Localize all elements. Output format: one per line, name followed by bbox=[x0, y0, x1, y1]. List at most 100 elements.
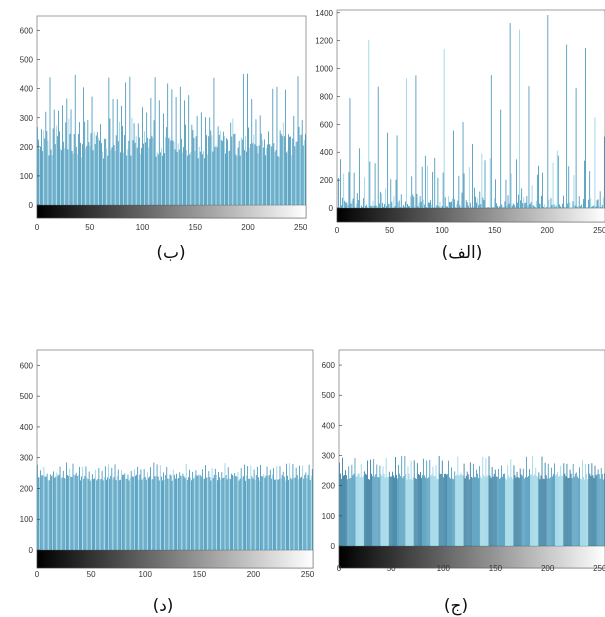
histogram-bar bbox=[419, 474, 420, 546]
histogram-bar bbox=[158, 100, 160, 205]
histogram-bar bbox=[307, 475, 309, 550]
histogram-bar bbox=[253, 469, 255, 550]
histogram-bar bbox=[412, 194, 414, 208]
histogram-bar bbox=[443, 473, 445, 546]
histogram-bar bbox=[340, 473, 341, 546]
histogram-bar bbox=[269, 469, 271, 550]
histogram-bar bbox=[242, 73, 244, 205]
histogram-bar bbox=[222, 478, 224, 550]
histogram-bar bbox=[446, 206, 448, 208]
histogram-bar bbox=[95, 135, 97, 205]
histogram-bar bbox=[428, 202, 429, 208]
histogram-bar bbox=[62, 470, 64, 550]
histogram-bar bbox=[160, 147, 162, 205]
histogram-bar bbox=[240, 468, 242, 550]
histogram-bar bbox=[204, 158, 205, 205]
histogram-bar bbox=[500, 477, 501, 546]
x-tick-label: 0 bbox=[35, 223, 40, 232]
histogram-bar bbox=[595, 206, 597, 208]
histogram-bar bbox=[523, 197, 525, 208]
histogram-bar bbox=[391, 471, 393, 546]
histogram-bar bbox=[442, 172, 444, 208]
histogram-bar bbox=[90, 133, 92, 205]
histogram-bar bbox=[556, 150, 558, 208]
histogram-bar bbox=[575, 472, 577, 546]
histogram-bar bbox=[564, 207, 565, 208]
histogram-bar bbox=[173, 141, 175, 205]
histogram-bar bbox=[339, 462, 340, 546]
histogram-bar bbox=[94, 478, 95, 550]
histogram-bar bbox=[517, 477, 519, 546]
histogram-bar bbox=[555, 205, 557, 208]
histogram-bar bbox=[533, 206, 535, 208]
histogram-bar bbox=[205, 465, 206, 550]
histogram-bar bbox=[585, 47, 586, 208]
histogram-bar bbox=[224, 463, 226, 550]
histogram-bar bbox=[169, 137, 171, 205]
histogram-bar bbox=[591, 463, 593, 546]
histogram-bar bbox=[372, 200, 374, 208]
histogram-bar bbox=[519, 29, 520, 209]
histogram-bar bbox=[479, 191, 481, 208]
histogram-bar bbox=[382, 466, 384, 546]
histogram-bar bbox=[291, 479, 293, 550]
histogram-bar bbox=[339, 207, 340, 208]
histogram-bar bbox=[583, 476, 584, 546]
histogram-bar bbox=[227, 139, 228, 205]
histogram-bar bbox=[183, 476, 185, 550]
x-tick-label: 150 bbox=[189, 223, 203, 232]
histogram-bar bbox=[521, 188, 523, 208]
histogram-bar bbox=[371, 473, 372, 546]
histogram-bar bbox=[61, 477, 63, 550]
histogram-bar bbox=[559, 475, 561, 546]
histogram-bar bbox=[523, 478, 525, 546]
histogram-bar bbox=[474, 187, 475, 208]
histogram-bar bbox=[93, 131, 95, 205]
histogram-bar bbox=[277, 156, 279, 205]
histogram-bar bbox=[240, 137, 242, 205]
histogram-bar bbox=[478, 204, 480, 208]
histogram-bar bbox=[601, 204, 603, 208]
histogram-bar bbox=[144, 477, 146, 550]
histogram-bar bbox=[137, 466, 139, 550]
histogram-bar bbox=[136, 474, 137, 550]
histogram-bar bbox=[514, 475, 516, 546]
histogram-bar bbox=[199, 475, 201, 550]
histogram-bar bbox=[362, 476, 364, 546]
histogram-bar bbox=[441, 460, 443, 546]
histogram-bar bbox=[166, 127, 168, 205]
histogram-bar bbox=[347, 204, 349, 208]
histogram-bar bbox=[245, 135, 246, 205]
histogram-bar bbox=[171, 89, 173, 205]
histogram-bar bbox=[248, 127, 249, 205]
histogram-bar bbox=[219, 477, 221, 550]
histogram-bar bbox=[555, 475, 556, 546]
histogram-bar bbox=[427, 165, 428, 208]
histogram-bar bbox=[235, 154, 237, 205]
histogram-bar bbox=[573, 175, 575, 208]
histogram-bar bbox=[238, 140, 240, 205]
histogram-bar bbox=[176, 473, 177, 550]
histogram-bar bbox=[516, 471, 518, 546]
histogram-bar bbox=[473, 206, 474, 208]
histogram-bar bbox=[129, 477, 131, 550]
histogram-bar bbox=[483, 475, 485, 546]
histogram-bar bbox=[577, 478, 579, 546]
histogram-bar bbox=[572, 201, 574, 208]
histogram-bar bbox=[594, 465, 596, 546]
histogram-bar bbox=[508, 475, 510, 546]
histogram-bar bbox=[465, 200, 467, 208]
histogram-bar bbox=[170, 475, 172, 550]
histogram-bar bbox=[550, 467, 552, 546]
histogram-bar bbox=[79, 466, 80, 550]
histogram-bar bbox=[176, 151, 178, 205]
histogram-bar bbox=[177, 143, 179, 205]
histogram-bar bbox=[102, 151, 103, 205]
histogram-bar bbox=[51, 476, 52, 550]
histogram-bar bbox=[375, 474, 377, 546]
y-tick-label: 100 bbox=[20, 515, 34, 524]
histogram-bar bbox=[532, 205, 534, 208]
histogram-bar bbox=[554, 207, 556, 208]
histogram-bar bbox=[107, 477, 108, 550]
histogram-bar bbox=[129, 76, 131, 206]
